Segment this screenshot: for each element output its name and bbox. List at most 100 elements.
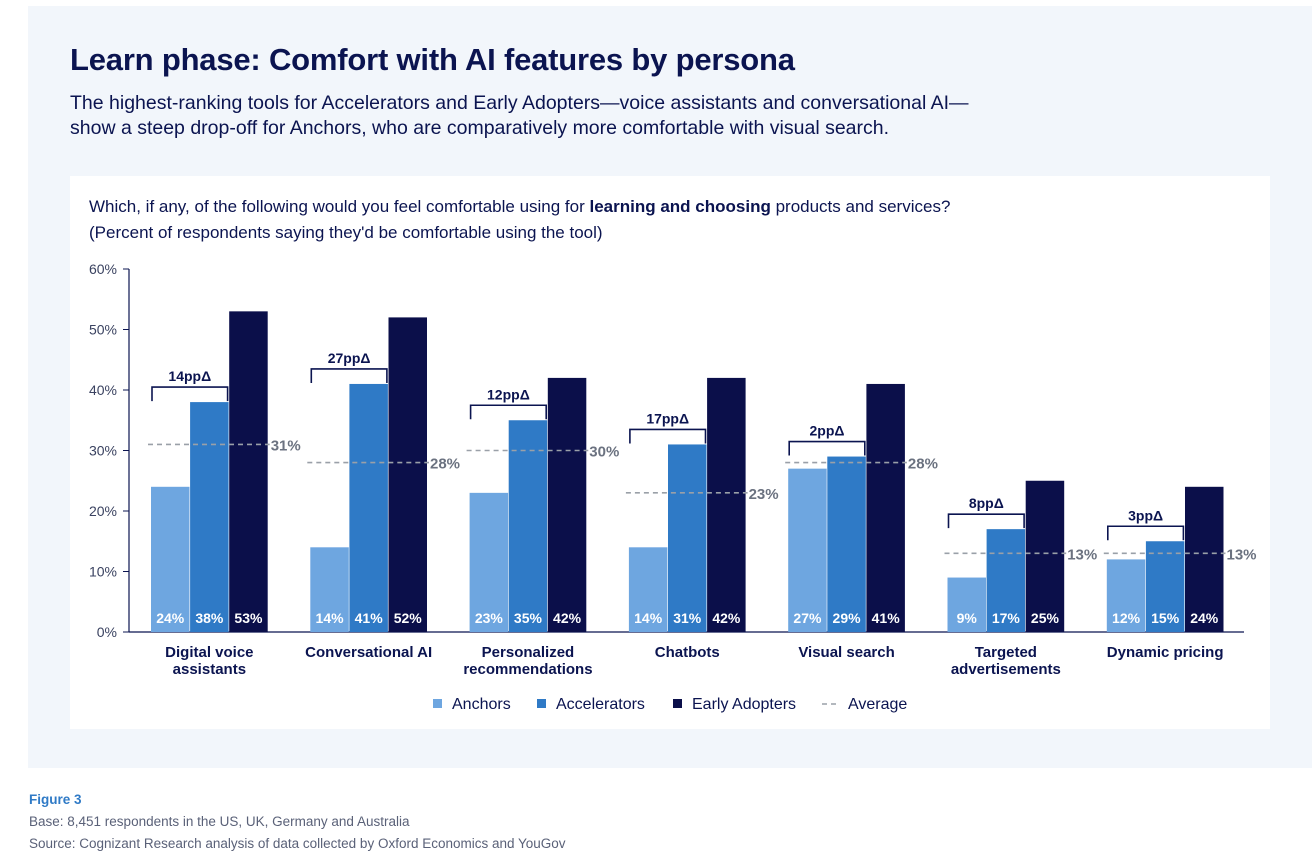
delta-bracket [151, 386, 229, 402]
delta-label: 2ppΔ [810, 423, 845, 439]
bar-value-label: 25% [1031, 610, 1060, 626]
question-prefix: Which, if any, of the following would yo… [89, 197, 590, 216]
legend-label: Anchors [452, 696, 511, 713]
legend-label: Accelerators [556, 696, 645, 713]
bar-value-label: 31% [673, 610, 702, 626]
bar-anchors [1106, 559, 1146, 632]
bar-value-label: 52% [394, 610, 423, 626]
bar-anchors [469, 492, 509, 632]
page-title: Learn phase: Comfort with AI features by… [70, 42, 795, 77]
delta-label: 17ppΔ [646, 410, 689, 426]
bar-early-adopters [1025, 480, 1065, 632]
bar-accelerators [508, 420, 548, 632]
delta-bracket [947, 513, 1025, 529]
bar-anchors [151, 486, 190, 632]
x-category-label: Dynamic pricing [1107, 644, 1224, 661]
bar-value-label: 41% [872, 610, 901, 626]
base-note: Base: 8,451 respondents in the US, UK, G… [29, 814, 410, 829]
bar-value-label: 15% [1151, 610, 1180, 626]
bar-value-label: 24% [156, 610, 185, 626]
subtitle-line-2: show a steep drop-off for Anchors, who a… [70, 117, 890, 139]
y-tick-label: 50% [89, 322, 117, 338]
bar-anchors [788, 468, 827, 632]
delta-bracket [788, 440, 866, 456]
average-value-label: 30% [589, 444, 619, 461]
bar-early-adopters [1185, 486, 1224, 632]
legend-label: Early Adopters [692, 696, 796, 713]
average-value-label: 28% [430, 456, 460, 473]
x-category-label: Digital voice [165, 644, 253, 661]
y-tick-label: 40% [89, 382, 117, 398]
bar-accelerators [1145, 541, 1185, 632]
delta-bracket [1107, 525, 1185, 541]
bar-value-label: 53% [234, 610, 263, 626]
x-category-label: Conversational AI [305, 644, 432, 661]
delta-label: 27ppΔ [328, 350, 371, 366]
bar-early-adopters [229, 311, 268, 632]
average-value-label: 23% [749, 486, 779, 503]
delta-label: 8ppΔ [969, 495, 1004, 511]
bar-value-label: 12% [1112, 610, 1141, 626]
y-tick-label: 60% [89, 261, 117, 277]
figure-label: Figure 3 [29, 792, 82, 807]
x-category-label: Chatbots [655, 644, 720, 661]
x-category-label: Personalized [482, 644, 575, 661]
question-bold: learning and choosing [589, 197, 771, 216]
bar-early-adopters [388, 317, 427, 632]
bar-value-label: 42% [553, 610, 582, 626]
average-value-label: 31% [271, 437, 301, 454]
average-value-label: 28% [908, 456, 938, 473]
delta-label: 14ppΔ [168, 368, 211, 384]
bar-value-label: 24% [1190, 610, 1219, 626]
y-tick-label: 30% [89, 443, 117, 459]
bar-accelerators [668, 444, 707, 632]
source-note: Source: Cognizant Research analysis of d… [29, 836, 566, 851]
bar-early-adopters [547, 377, 587, 632]
legend-label: Average [848, 696, 907, 713]
page-subtitle: The highest-ranking tools for Accelerato… [70, 91, 1150, 141]
question-line-2: (Percent of respondents saying they'd be… [89, 223, 603, 242]
y-tick-label: 0% [97, 624, 117, 640]
legend-swatch [537, 699, 546, 708]
bar-accelerators [349, 383, 388, 632]
bar-value-label: 27% [793, 610, 822, 626]
bar-value-label: 9% [957, 610, 978, 626]
bar-early-adopters [707, 377, 746, 632]
bar-value-label: 23% [475, 610, 504, 626]
bar-early-adopters [866, 383, 905, 632]
x-category-label: Visual search [798, 644, 894, 661]
average-value-label: 13% [1067, 546, 1097, 563]
delta-bracket [310, 368, 388, 383]
delta-bracket [629, 428, 707, 444]
x-category-label: recommendations [463, 661, 592, 678]
bar-accelerators [986, 529, 1026, 632]
y-tick-label: 20% [89, 503, 117, 519]
bar-accelerators [190, 402, 229, 632]
bar-value-label: 14% [634, 610, 663, 626]
legend-swatch [433, 699, 442, 708]
bar-accelerators [827, 456, 866, 632]
bar-value-label: 42% [712, 610, 741, 626]
x-category-label: assistants [173, 661, 246, 678]
bar-value-label: 14% [316, 610, 345, 626]
y-tick-label: 10% [89, 564, 117, 580]
chart-question: Which, if any, of the following would yo… [89, 194, 950, 246]
legend-swatch [673, 699, 682, 708]
subtitle-line-1: The highest-ranking tools for Accelerato… [70, 92, 969, 114]
bar-value-label: 41% [355, 610, 384, 626]
average-value-label: 13% [1227, 546, 1257, 563]
bar-anchors [628, 547, 668, 632]
bar-anchors [947, 577, 986, 632]
bar-value-label: 38% [195, 610, 224, 626]
x-category-label: Targeted [975, 644, 1037, 661]
bar-value-label: 35% [514, 610, 543, 626]
question-suffix: products and services? [770, 197, 951, 216]
delta-label: 3ppΔ [1128, 507, 1163, 523]
x-category-label: advertisements [951, 661, 1061, 678]
bar-value-label: 17% [992, 610, 1021, 626]
bar-value-label: 29% [833, 610, 862, 626]
bar-anchors [310, 547, 349, 632]
delta-bracket [469, 404, 547, 420]
delta-label: 12ppΔ [487, 386, 530, 402]
